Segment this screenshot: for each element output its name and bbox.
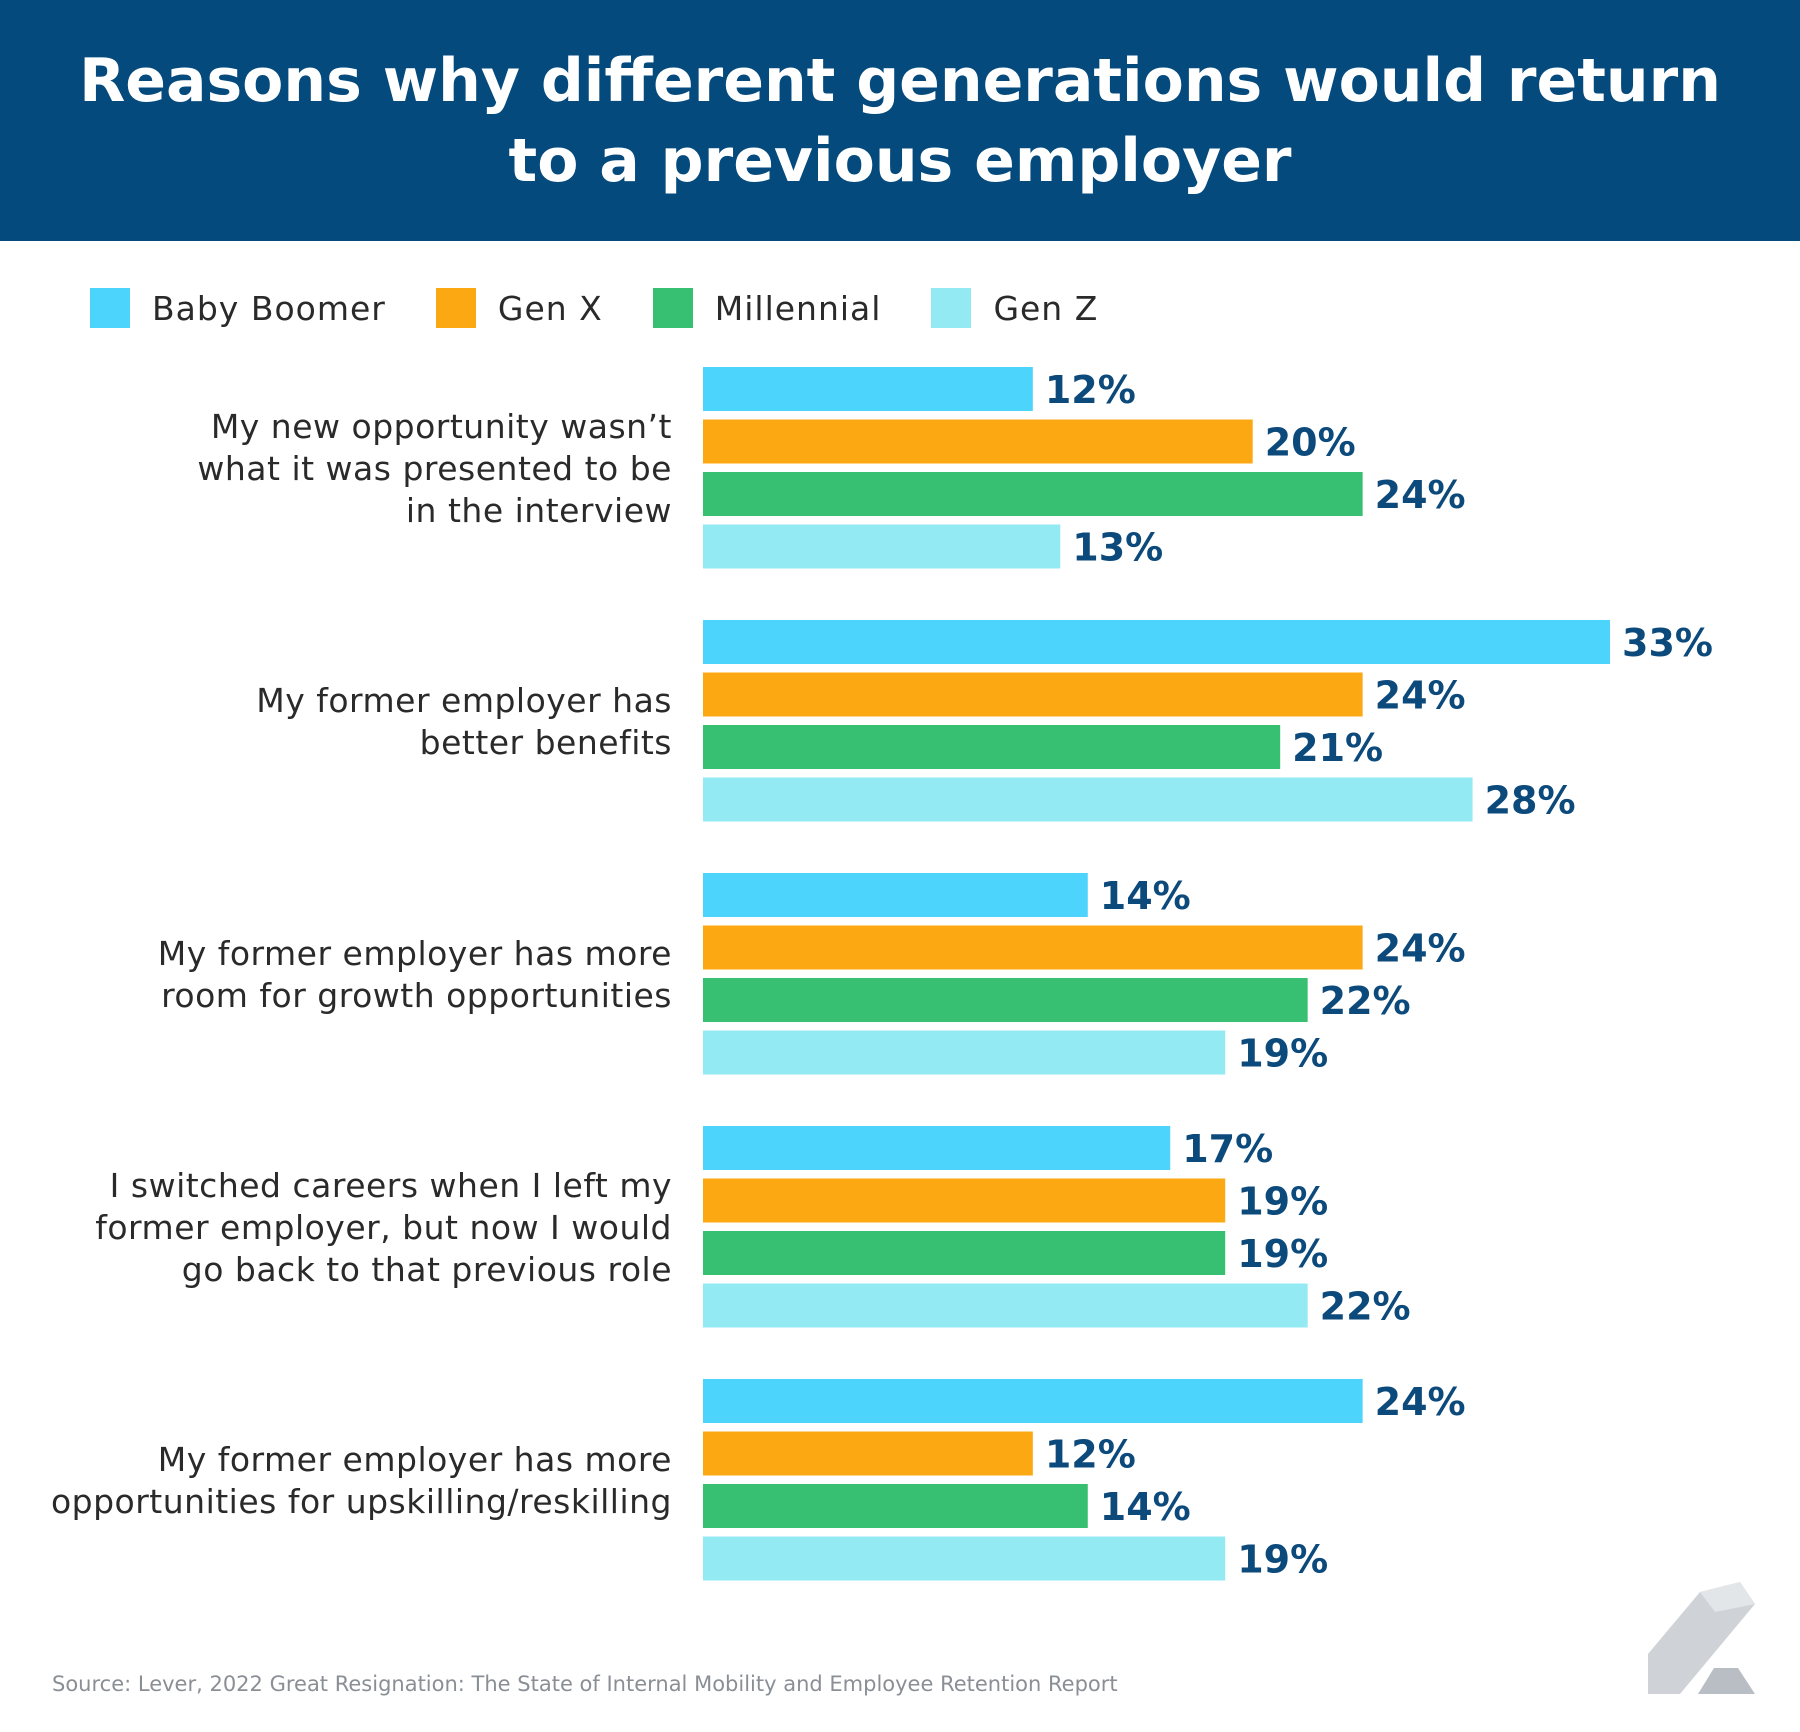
chart-title: Reasons why different generations would …: [79, 45, 1721, 196]
value-label-gen-z: 19%: [1237, 1538, 1328, 1582]
category-label-line: better benefits: [420, 723, 672, 762]
lever-logo-icon: [1640, 1582, 1760, 1701]
bar-baby-boomer: [703, 367, 1033, 411]
category-label-line: My new opportunity wasn’t: [211, 407, 672, 446]
value-label-gen-x: 24%: [1375, 674, 1466, 718]
source-note: Source: Lever, 2022 Great Resignation: T…: [52, 1672, 1118, 1696]
legend-label-millennial: Millennial: [714, 288, 882, 328]
value-label-gen-z: 19%: [1237, 1032, 1328, 1076]
value-label-baby-boomer: 14%: [1100, 874, 1191, 918]
category-label-line: room for growth opportunities: [161, 976, 672, 1015]
category-label-line: My former employer has more: [158, 934, 672, 973]
value-label-millennial: 14%: [1100, 1485, 1191, 1529]
value-label-baby-boomer: 24%: [1375, 1380, 1466, 1424]
legend-label-gen-x: Gen X: [497, 288, 603, 328]
bar-gen-x: [703, 1178, 1226, 1223]
category-label-line: My former employer has more: [158, 1440, 672, 1479]
value-label-millennial: 24%: [1375, 473, 1466, 517]
value-label-gen-x: 19%: [1237, 1180, 1328, 1224]
bar-baby-boomer: [703, 1126, 1171, 1170]
value-label-baby-boomer: 17%: [1182, 1127, 1273, 1171]
bar-gen-z: [703, 1536, 1226, 1581]
legend-item-millennial: Millennial: [652, 288, 882, 328]
bar-gen-x: [703, 419, 1253, 464]
value-label-millennial: 22%: [1320, 979, 1411, 1023]
legend-swatch-baby-boomer: [90, 288, 130, 328]
category-label: My new opportunity wasn’t what it was pre…: [197, 407, 672, 530]
legend-label-baby-boomer: Baby Boomer: [152, 288, 386, 328]
category-label-line: former employer, but now I would: [95, 1208, 672, 1247]
legend-item-gen-x: Gen X: [435, 288, 603, 328]
bar-millennial: [703, 725, 1281, 769]
title-banner: Reasons why different generations would …: [0, 0, 1800, 241]
category-label-line: I switched careers when I left my: [110, 1166, 672, 1205]
value-label-gen-x: 24%: [1375, 927, 1466, 971]
category-label: I switched careers when I left my former …: [95, 1166, 672, 1289]
legend-label-gen-z: Gen Z: [993, 288, 1099, 328]
category-label-line: what it was presented to be: [197, 449, 672, 488]
value-label-gen-x: 12%: [1045, 1433, 1136, 1477]
bar-gen-x: [703, 1431, 1033, 1476]
legend: Baby Boomer Gen X Millennial Gen Z: [90, 288, 1148, 328]
category-label: My former employer has more room for grow…: [158, 934, 672, 1015]
bar-baby-boomer: [703, 1379, 1363, 1423]
category-label-line: in the interview: [406, 491, 672, 530]
legend-item-gen-z: Gen Z: [931, 288, 1098, 328]
value-label-baby-boomer: 12%: [1045, 368, 1136, 412]
legend-item-baby-boomer: Baby Boomer: [90, 288, 386, 328]
bar-gen-z: [703, 524, 1061, 569]
category-label: My former employer has better benefits: [256, 681, 672, 762]
bar-baby-boomer: [703, 620, 1610, 664]
bar-baby-boomer: [703, 873, 1088, 917]
value-label-millennial: 19%: [1237, 1232, 1328, 1276]
value-label-millennial: 21%: [1292, 726, 1383, 770]
legend-swatch-gen-x: [435, 288, 476, 328]
value-label-baby-boomer: 33%: [1622, 621, 1713, 665]
value-label-gen-z: 28%: [1485, 779, 1576, 823]
category-label-line: My former employer has: [256, 681, 672, 720]
bar-millennial: [703, 1484, 1088, 1528]
value-label-gen-z: 13%: [1072, 526, 1163, 570]
value-label-gen-x: 20%: [1265, 421, 1356, 465]
bar-gen-x: [703, 925, 1363, 970]
bar-gen-z: [703, 1283, 1308, 1328]
bar-gen-z: [703, 1030, 1226, 1075]
value-label-gen-z: 22%: [1320, 1285, 1411, 1329]
bar-gen-x: [703, 672, 1363, 717]
bar-millennial: [703, 1231, 1226, 1275]
bar-millennial: [703, 978, 1308, 1022]
bar-millennial: [703, 472, 1363, 516]
legend-swatch-millennial: [652, 288, 693, 328]
category-label-line: go back to that previous role: [182, 1250, 672, 1289]
category-label-line: opportunities for upskilling/reskilling: [51, 1482, 672, 1521]
bar-gen-z: [703, 777, 1473, 822]
legend-swatch-gen-z: [931, 288, 972, 328]
category-label: My former employer has more opportunities…: [51, 1440, 672, 1521]
